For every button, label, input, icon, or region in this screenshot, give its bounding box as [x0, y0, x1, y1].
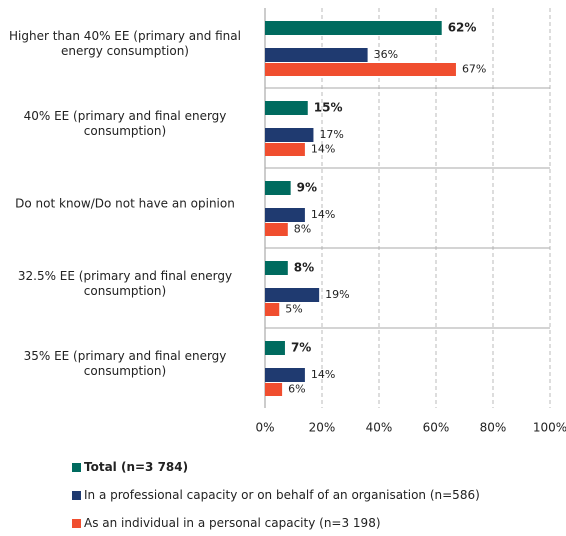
- value-label: 15%: [314, 101, 343, 115]
- bar: [265, 21, 442, 35]
- value-label: 17%: [319, 128, 343, 141]
- value-label: 14%: [311, 368, 335, 381]
- category-label: Do not know/Do not have an opinion: [15, 196, 235, 211]
- category-label: 32.5% EE (primary and final energy consu…: [17, 269, 233, 298]
- legend-label: As an individual in a personal capacity …: [84, 516, 381, 530]
- value-label: 19%: [325, 288, 349, 301]
- legend-entry: In a professional capacity or on behalf …: [72, 488, 480, 502]
- value-label: 6%: [288, 383, 305, 396]
- bar: [265, 223, 288, 236]
- bar: [265, 368, 305, 382]
- value-label: 14%: [311, 143, 335, 156]
- bar: [265, 341, 285, 355]
- legend-label: In a professional capacity or on behalf …: [84, 488, 480, 502]
- x-tick-label: 0%: [255, 421, 274, 435]
- bar: [265, 208, 305, 222]
- bar: [265, 303, 280, 316]
- bar: [265, 288, 320, 302]
- value-label: 14%: [311, 208, 335, 221]
- legend-entry: As an individual in a personal capacity …: [72, 516, 381, 530]
- bar: [265, 383, 283, 396]
- x-tick-label: 40%: [366, 421, 393, 435]
- value-label: 9%: [297, 181, 317, 195]
- value-label: 8%: [294, 261, 314, 275]
- bar: [265, 143, 305, 156]
- bar: [265, 48, 368, 62]
- value-label: 62%: [448, 21, 477, 35]
- bar: [265, 261, 288, 275]
- x-tick-label: 20%: [309, 421, 336, 435]
- x-tick-label: 60%: [423, 421, 450, 435]
- bar: [265, 101, 308, 115]
- value-label: 5%: [285, 303, 302, 316]
- value-label: 67%: [462, 63, 486, 76]
- category-label: 35% EE (primary and final energy consump…: [23, 349, 227, 378]
- legend-swatch: [72, 463, 81, 472]
- bar: [265, 63, 456, 76]
- category-label: 40% EE (primary and final energy consump…: [23, 109, 227, 138]
- bar: [265, 128, 314, 142]
- x-tick-label: 80%: [480, 421, 507, 435]
- value-label: 36%: [374, 48, 398, 61]
- value-label: 8%: [294, 223, 311, 236]
- legend-entry: Total (n=3 784): [72, 460, 188, 474]
- legend-swatch: [72, 519, 81, 528]
- category-label: Higher than 40% EE (primary and final en…: [9, 29, 241, 58]
- legend-label: Total (n=3 784): [84, 460, 189, 474]
- bar: [265, 181, 291, 195]
- legend-swatch: [72, 491, 81, 500]
- x-tick-label: 100%: [533, 421, 566, 435]
- value-label: 7%: [291, 341, 311, 355]
